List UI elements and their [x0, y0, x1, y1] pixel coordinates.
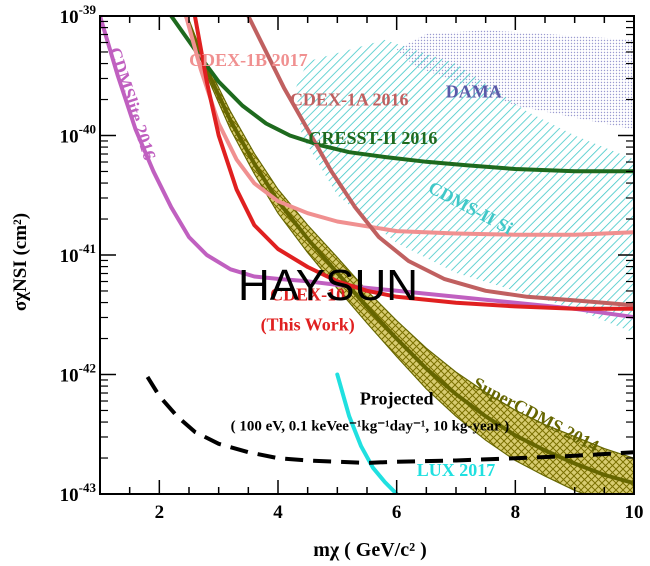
region-dama: [396, 30, 634, 130]
plot-bands: [184, 16, 634, 494]
annotation-this-work: (This Work): [261, 314, 355, 335]
x-tick-label: 10: [625, 502, 644, 523]
y-tick-label: 10-39: [60, 2, 97, 28]
x-tick-label: 6: [392, 502, 402, 523]
series-line-cresst-ii-2016: [169, 16, 634, 174]
annotation-projected: Projected: [360, 388, 434, 408]
x-axis-title: mχ ( GeV/c² ): [313, 539, 427, 561]
y-axis-title: σχNSI (cm²): [10, 213, 31, 311]
plot-series: [100, 16, 634, 494]
x-tick-label: 4: [273, 502, 283, 523]
annotation-100-ev-0-1-kevee-kg-day-10-kg-year: ( 100 eV, 0.1 keVee⁻¹kg⁻¹day⁻¹, 10 kg-ye…: [231, 419, 510, 435]
x-tick-label: 8: [511, 502, 521, 523]
series-line-lux-2017: [335, 372, 399, 494]
series-line-cdmslite-2016: [100, 16, 634, 320]
band-supercdms-2014: [185, 16, 634, 494]
region-cdms-ii-si: [295, 39, 634, 333]
plot-regions: [295, 30, 634, 333]
annotation-lux-2017: LUX 2017: [417, 460, 496, 480]
annotation-cdex-1a-2016: CDEX-1A 2016: [290, 90, 409, 110]
y-tick-label: 10-43: [60, 480, 97, 506]
band-median-supercdms-2014: [184, 16, 634, 486]
y-tick-label: 10-41: [60, 241, 96, 267]
y-tick-label: 10-42: [60, 361, 96, 387]
series-line-cdex-1a-2016: [246, 16, 634, 308]
series-line-projected: [145, 375, 634, 465]
y-axis: 10-43 10-42 10-41 10-40 10-39: [60, 2, 97, 506]
annotation-cdex-1b-2017: CDEX-1B 2017: [189, 50, 308, 70]
series-line-cdex-10: [192, 16, 634, 311]
plot-frame: [99, 15, 635, 495]
y-tick-label: 10-40: [60, 122, 96, 148]
x-axis: 2 4 6 8 10: [155, 502, 644, 523]
annotation-cdex-10: CDEX-10: [270, 284, 345, 304]
series-line-cdex-1b-2017: [184, 16, 634, 237]
annotation-cdmslite-2016: CDMSlite 2016: [105, 45, 160, 163]
watermark-text: HAYSUN: [238, 261, 418, 310]
x-tick-label: 2: [155, 502, 165, 523]
annotation-cresst-ii-2016: CRESST-II 2016: [308, 128, 437, 148]
annotation-dama: DAMA: [446, 81, 502, 101]
